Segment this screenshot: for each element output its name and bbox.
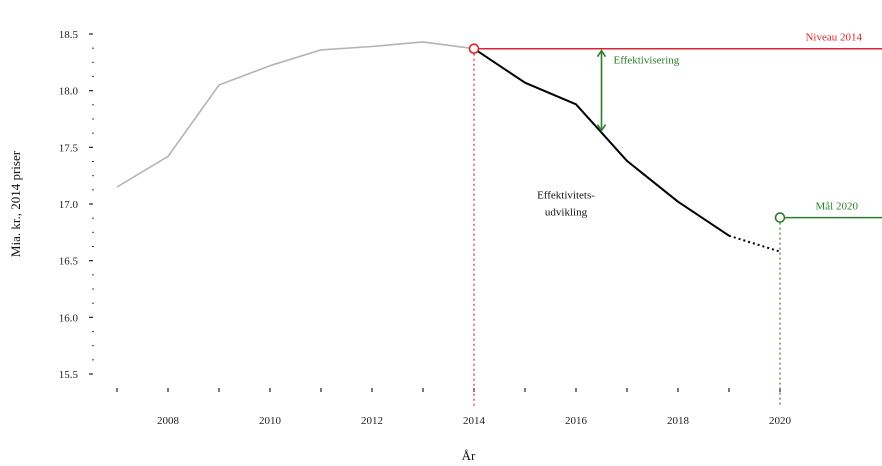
x-tick-label: 2010: [259, 415, 282, 427]
y-tick-label: 16.0: [59, 312, 79, 324]
series-line: [728, 234, 781, 253]
annotation-text: udvikling: [545, 206, 588, 218]
y-tick-label: 17.5: [59, 142, 79, 154]
x-axis-title: År: [462, 448, 476, 463]
y-tick-label: 17.0: [59, 199, 79, 211]
data-series: [116, 41, 781, 253]
x-tick-label: 2018: [667, 415, 690, 427]
y-tick-label: 18.5: [59, 29, 79, 41]
x-tick-label: 2008: [157, 415, 180, 427]
x-tick-label: 2020: [769, 415, 792, 427]
arrow-label: Effektivisering: [614, 54, 680, 66]
x-tick-label: 2014: [463, 415, 486, 427]
arrow-head-up: [596, 49, 607, 58]
reference-line-label: Mål 2020: [816, 201, 859, 213]
y-tick-label: 16.5: [59, 256, 79, 268]
reference-line-label: Niveau 2014: [805, 32, 862, 44]
x-tick-label: 2016: [565, 415, 588, 427]
efficiency-arrow: Effektivisering: [596, 49, 680, 133]
reference-markers: [468, 43, 786, 223]
y-axis: 15.5 16.0 16.5 17.0 17.5 18.0 18.5: [59, 29, 94, 381]
y-tick-label: 15.5: [59, 369, 79, 381]
x-axis: 2008 2010 2012 2014 2016 2018 2020: [116, 388, 792, 427]
y-axis-title: Mia. kr., 2014 priser: [8, 150, 23, 257]
arrow-head-down: [596, 124, 607, 133]
series-line: [473, 47, 730, 237]
annotation-text: Effektivitets-: [537, 189, 595, 201]
vertical-marker-lines: [473, 48, 781, 407]
series-line: [116, 41, 475, 188]
annotations: Effektivitets-udvikling: [537, 189, 595, 218]
x-tick-label: 2012: [361, 415, 383, 427]
reference-lines: Niveau 2014 Mål 2020: [474, 32, 882, 219]
y-tick-label: 18.0: [59, 86, 79, 98]
reference-point-marker: [774, 212, 786, 223]
reference-point-marker: [468, 43, 480, 55]
